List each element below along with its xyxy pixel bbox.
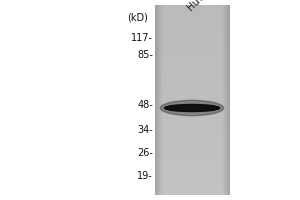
Ellipse shape	[164, 104, 220, 112]
Text: 19-: 19-	[137, 171, 153, 181]
Text: 26-: 26-	[137, 148, 153, 158]
Text: 34-: 34-	[137, 125, 153, 135]
Text: 48-: 48-	[137, 100, 153, 110]
Text: 85-: 85-	[137, 50, 153, 60]
Ellipse shape	[160, 100, 224, 116]
Text: (kD): (kD)	[127, 13, 148, 23]
Text: 117-: 117-	[131, 33, 153, 43]
Text: HuvEc: HuvEc	[185, 0, 214, 12]
